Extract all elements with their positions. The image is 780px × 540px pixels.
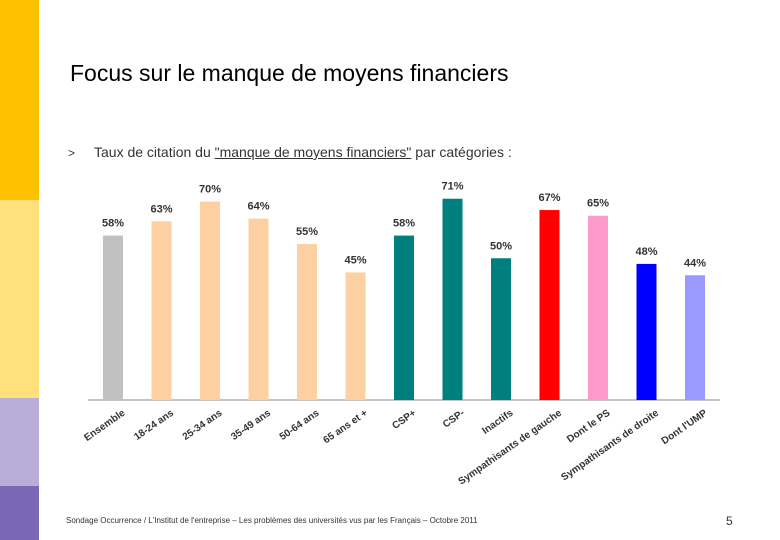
- data-label-8: 50%: [490, 240, 512, 252]
- data-label-0: 58%: [102, 218, 124, 230]
- subtitle-highlight: "manque de moyens financiers": [214, 144, 412, 160]
- data-label-5: 45%: [344, 254, 366, 266]
- subtitle-text-before: Taux de citation du: [94, 144, 215, 160]
- category-label-5: 65 ans et +: [321, 408, 370, 447]
- subtitle-text-after: par catégories :: [411, 144, 512, 160]
- side-band-upper-middle: [0, 200, 39, 398]
- category-label-2: 25-34 ans: [181, 407, 225, 442]
- slide-title: Focus sur le manque de moyens financiers: [70, 60, 509, 86]
- bar-12: [685, 275, 705, 400]
- data-label-4: 55%: [296, 226, 318, 238]
- bar-6: [394, 235, 414, 400]
- category-label-8: Inactifs: [480, 407, 515, 436]
- category-label-6: CSP+: [390, 408, 418, 432]
- category-label-10: Dont le PS: [565, 408, 613, 446]
- bar-1: [151, 221, 172, 400]
- data-label-10: 65%: [587, 198, 609, 210]
- bar-8: [491, 258, 511, 400]
- category-label-7: CSP-: [441, 408, 467, 431]
- category-label-4: 50-64 ans: [278, 407, 322, 442]
- data-label-12: 44%: [684, 257, 706, 269]
- data-label-1: 63%: [150, 203, 172, 215]
- side-band-top: [0, 0, 39, 200]
- subtitle: > Taux de citation du "manque de moyens f…: [68, 144, 512, 160]
- bar-9: [539, 210, 560, 400]
- category-label-1: 18-24 ans: [132, 407, 176, 442]
- category-label-3: 35-49 ans: [229, 407, 273, 442]
- footer-source: Sondage Occurrence / L'Institut de l'ent…: [66, 516, 478, 525]
- bar-0: [103, 235, 123, 400]
- page-number: 5: [726, 514, 733, 528]
- bar-7: [442, 198, 463, 400]
- side-band-lower-middle: [0, 398, 39, 486]
- bar-10: [588, 215, 608, 400]
- bar-4: [297, 244, 317, 400]
- data-label-3: 64%: [247, 201, 269, 213]
- bullet-marker: >: [68, 146, 76, 160]
- data-label-9: 67%: [538, 192, 560, 204]
- bar-3: [248, 218, 269, 400]
- category-label-12: Dont l'UMP: [660, 408, 710, 448]
- data-label-11: 48%: [635, 246, 657, 258]
- data-label-2: 70%: [199, 184, 221, 196]
- bar-11: [636, 263, 657, 400]
- side-band-bottom: [0, 486, 39, 540]
- data-label-6: 58%: [393, 218, 415, 230]
- category-label-11: Sympathisants de droite: [559, 407, 661, 483]
- bar-2: [200, 201, 220, 400]
- category-label-0: Ensemble: [82, 407, 127, 443]
- bar-5: [345, 272, 366, 400]
- data-label-7: 71%: [441, 181, 463, 193]
